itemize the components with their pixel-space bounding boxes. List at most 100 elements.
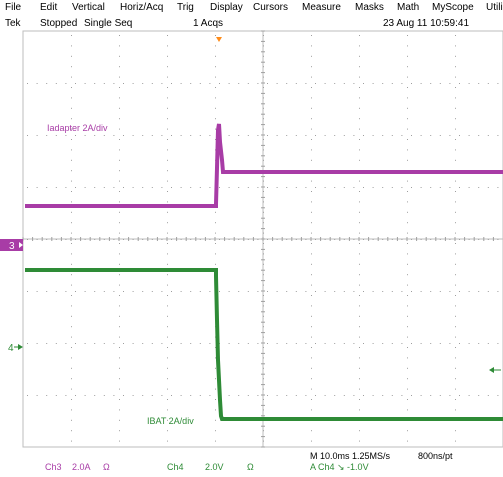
ch4-marker-label: 4 [8,343,14,354]
grid-dot [468,291,470,292]
grid-dot [215,107,216,109]
ch4-name[interactable]: Ch4 [167,462,184,472]
grid-dot [353,83,355,84]
grid-dot [71,222,72,224]
grid-dot [411,343,412,344]
grid-dot [478,135,480,136]
grid-dot [71,243,72,244]
grid-dot [263,274,264,276]
grid-dot [71,419,72,421]
grid-dot [71,399,72,400]
menu-edit[interactable]: Edit [40,2,58,13]
grid-dot [430,395,432,396]
grid-dot [311,45,312,47]
menu-measure[interactable]: Measure [302,2,341,13]
grid-dot [363,135,364,136]
grid-dot [455,211,456,213]
grid-dot [167,35,168,36]
grid-dot [359,315,360,317]
grid-dot [215,76,216,78]
ch3-name[interactable]: Ch3 [45,462,62,472]
grid-dot [267,395,268,396]
menu-vertical[interactable]: Vertical [72,2,105,13]
grid-dot [75,187,76,188]
grid-dot [430,83,432,84]
grid-dot [215,419,216,421]
grid-dot [382,239,384,240]
grid-dot [478,83,480,84]
grid-dot [363,187,364,188]
grid-dot [487,187,489,188]
grid-dot [119,159,120,161]
grid-dot [311,399,312,400]
grid-dot [167,399,168,400]
grid-dot [359,347,360,348]
grid-dot [123,239,124,240]
menu-cursors[interactable]: Cursors [253,2,289,13]
grid-dot [215,55,216,57]
menu-file[interactable]: File [5,2,22,13]
menu-masks[interactable]: Masks [355,2,384,13]
grid-dot [209,395,211,396]
grid-dot [315,187,316,188]
grid-dot [455,159,456,161]
grid-dot [487,395,489,396]
grid-dot [372,239,374,240]
menu-myscope[interactable]: MyScope [432,2,474,13]
grid-dot [468,239,470,240]
grid-dot [257,83,259,84]
grid-dot [382,291,384,292]
grid-dot [65,83,67,84]
grid-dot [407,201,408,203]
grid-dot [449,291,451,292]
grid-dot [359,274,360,276]
grid-dot [305,239,307,240]
grid-dot [46,291,48,292]
grid-dot [215,399,216,400]
ch3-scale[interactable]: 2.0A [72,462,91,472]
grid-dot [263,191,264,192]
grid-dot [311,357,312,359]
grid-dot [219,239,220,240]
trigger-position-icon[interactable] [216,37,222,42]
grid-dot [190,135,192,136]
menu-utilities[interactable]: Utili [486,2,503,13]
grid-dot [359,326,360,328]
grid-dot [167,55,168,57]
grid-dot [167,253,168,255]
grid-dot [353,291,355,292]
menu-math[interactable]: Math [397,2,420,13]
grid-dot [71,232,72,234]
grid-dot [119,295,120,296]
grid-dot [228,395,230,396]
menu-horiz-acq[interactable]: Horiz/Acq [120,2,164,13]
grid-dot [119,66,120,68]
menu-display[interactable]: Display [210,2,243,13]
grid-dot [420,83,422,84]
ch4-scale[interactable]: 2.0V [205,462,224,472]
grid-dot [420,291,422,292]
grid-dot [468,395,470,396]
grid-dot [257,187,259,188]
grid-dot [71,76,72,78]
grid-dot [311,128,312,130]
grid-dot [71,263,72,265]
grid-dot [459,395,460,396]
grid-dot [391,395,393,396]
grid-dot [36,135,38,136]
grid-dot [311,336,312,338]
ch3-ground-marker[interactable] [0,239,23,251]
grid-dot [459,83,460,84]
menu-trig[interactable]: Trig [177,2,194,13]
grid-dot [267,187,268,188]
grid-dot [359,159,360,161]
ch4-termination: Ω [247,462,254,472]
grid-dot [430,135,432,136]
grid-dot [411,83,412,84]
grid-dot [263,222,264,224]
grid-dot [215,367,216,369]
ch4-ground-marker[interactable] [14,344,23,350]
grid-dot [180,187,182,188]
grid-dot [151,135,153,136]
grid-dot [257,291,259,292]
